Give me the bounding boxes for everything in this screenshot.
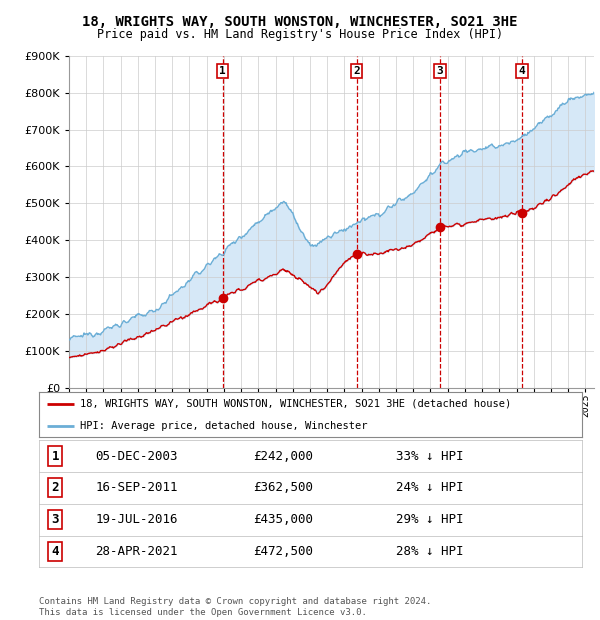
Text: 2: 2	[52, 481, 59, 494]
Text: £472,500: £472,500	[253, 545, 313, 558]
Text: 33% ↓ HPI: 33% ↓ HPI	[396, 450, 464, 463]
Text: Price paid vs. HM Land Registry's House Price Index (HPI): Price paid vs. HM Land Registry's House …	[97, 28, 503, 41]
Text: £435,000: £435,000	[253, 513, 313, 526]
Text: 3: 3	[437, 66, 443, 76]
Text: 1: 1	[52, 450, 59, 463]
Text: 28-APR-2021: 28-APR-2021	[95, 545, 178, 558]
Text: 19-JUL-2016: 19-JUL-2016	[95, 513, 178, 526]
Text: 24% ↓ HPI: 24% ↓ HPI	[396, 481, 464, 494]
Text: 29% ↓ HPI: 29% ↓ HPI	[396, 513, 464, 526]
Text: 4: 4	[52, 545, 59, 558]
Text: 28% ↓ HPI: 28% ↓ HPI	[396, 545, 464, 558]
Text: 18, WRIGHTS WAY, SOUTH WONSTON, WINCHESTER, SO21 3HE: 18, WRIGHTS WAY, SOUTH WONSTON, WINCHEST…	[82, 16, 518, 30]
Text: 4: 4	[518, 66, 526, 76]
Text: 1: 1	[219, 66, 226, 76]
Text: 2: 2	[353, 66, 360, 76]
Text: 05-DEC-2003: 05-DEC-2003	[95, 450, 178, 463]
Text: 3: 3	[52, 513, 59, 526]
Text: £362,500: £362,500	[253, 481, 313, 494]
Text: 16-SEP-2011: 16-SEP-2011	[95, 481, 178, 494]
Text: Contains HM Land Registry data © Crown copyright and database right 2024.
This d: Contains HM Land Registry data © Crown c…	[39, 598, 431, 617]
Text: HPI: Average price, detached house, Winchester: HPI: Average price, detached house, Winc…	[80, 421, 367, 431]
Text: £242,000: £242,000	[253, 450, 313, 463]
Text: 18, WRIGHTS WAY, SOUTH WONSTON, WINCHESTER, SO21 3HE (detached house): 18, WRIGHTS WAY, SOUTH WONSTON, WINCHEST…	[80, 399, 511, 409]
